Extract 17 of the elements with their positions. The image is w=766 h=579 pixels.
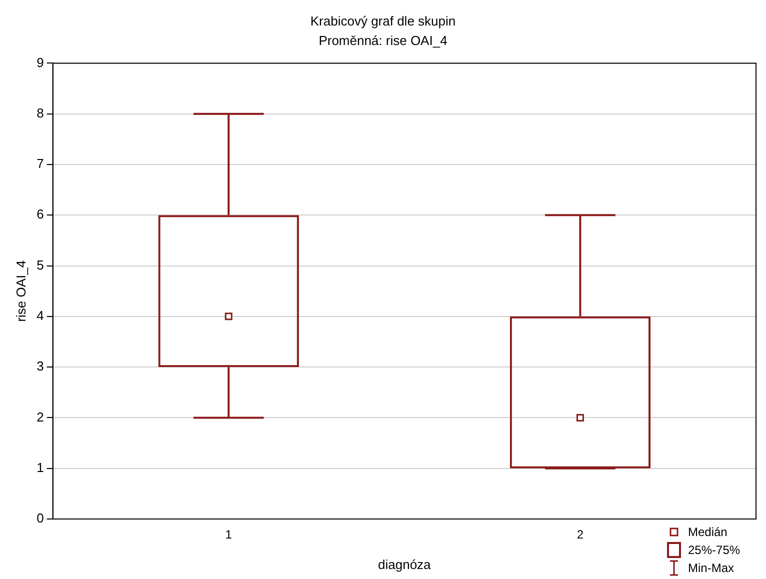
y-tick-label: 5 bbox=[36, 257, 44, 272]
y-tick-label: 7 bbox=[36, 156, 44, 172]
y-tick-label: 3 bbox=[36, 358, 44, 374]
text: Medián bbox=[688, 525, 728, 539]
y-tick-label: 0 bbox=[36, 510, 44, 526]
y-tick-label: 6 bbox=[36, 206, 44, 222]
text: 25%-75% bbox=[688, 543, 740, 557]
y-tick-label: 4 bbox=[36, 308, 44, 323]
chart-title: Krabicový graf dle skupin bbox=[310, 13, 456, 28]
y-axis-title: rise OAI_4 bbox=[13, 260, 28, 322]
y-tick-label: 9 bbox=[36, 54, 44, 70]
x-axis-title: diagnóza bbox=[378, 556, 432, 572]
y-tick-label: 1 bbox=[36, 460, 44, 475]
y-tick-label: 8 bbox=[36, 105, 44, 120]
text: Min-Max bbox=[688, 561, 734, 575]
y-tick-label: 2 bbox=[36, 409, 44, 424]
chart-subtitle: Proměnná: rise OAI_4 bbox=[318, 32, 448, 48]
